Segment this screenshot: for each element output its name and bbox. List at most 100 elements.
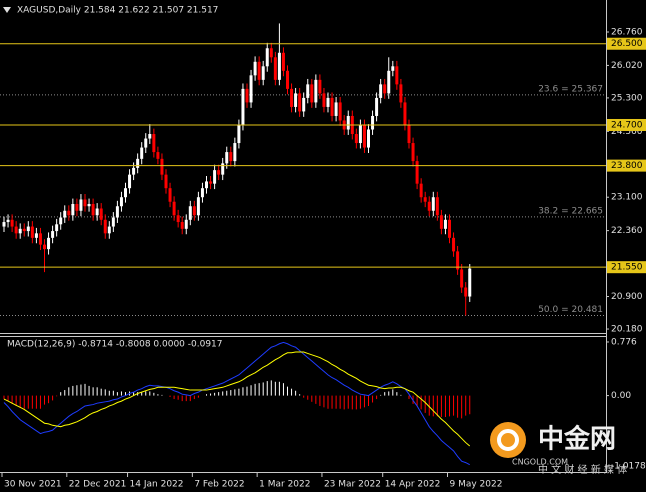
candle-body	[124, 188, 127, 198]
watermark-site: CNGOLD.COM	[512, 458, 568, 467]
candle-body	[10, 219, 14, 227]
candle-body	[71, 203, 75, 216]
candle-body	[26, 226, 30, 232]
candle-body	[286, 70, 289, 89]
candle-body	[213, 170, 217, 184]
candle-body	[452, 237, 456, 252]
candle-body	[314, 79, 318, 103]
candle-body	[330, 97, 334, 116]
candle-body	[443, 219, 447, 229]
candle-body	[18, 228, 22, 234]
candle-body	[310, 84, 314, 103]
candle-body	[241, 88, 245, 125]
watermark-slogan: 中 文 财 经 新 媒 体	[538, 463, 627, 476]
fib-label: 38.2 = 22.665	[538, 206, 603, 216]
candle-body	[265, 48, 269, 67]
candle-body	[391, 66, 395, 71]
candle-body	[233, 143, 237, 162]
y-tick-label: 23.100	[611, 193, 643, 203]
candle-body	[419, 183, 423, 198]
candle-body	[395, 66, 399, 85]
candle-body	[192, 206, 196, 216]
candle-body	[217, 170, 221, 175]
candle-body	[334, 102, 338, 116]
fib-label: 50.0 = 20.481	[538, 305, 603, 315]
candle-body	[261, 66, 265, 80]
candle-body	[184, 219, 188, 229]
candle-body	[160, 158, 164, 175]
candle-body	[379, 84, 383, 98]
candle-body	[326, 97, 330, 107]
candle-body	[38, 233, 42, 245]
candle-body	[188, 206, 192, 220]
candle-body	[99, 208, 103, 220]
candle-body	[273, 57, 277, 80]
candle-body	[103, 219, 107, 234]
x-tick-label: 7 Feb 2022	[194, 480, 244, 490]
candle-body	[91, 203, 95, 216]
candle-body	[144, 138, 148, 148]
candle-body	[75, 203, 79, 211]
candle-body	[407, 124, 411, 144]
candle-body	[152, 134, 156, 153]
watermark-brand: 中金网	[538, 424, 616, 455]
candle-body	[367, 129, 370, 148]
candle-body	[47, 237, 51, 250]
candle-body	[253, 61, 257, 76]
candle-body	[107, 226, 111, 234]
candle-body	[249, 75, 253, 103]
x-tick-label: 14 Apr 2022	[385, 480, 441, 490]
candle-body	[95, 208, 99, 216]
candle-body	[22, 228, 26, 232]
candle-body	[136, 158, 140, 168]
candle-body	[427, 201, 431, 211]
y-tick-label: 25.300	[611, 93, 643, 103]
candle-body	[200, 188, 204, 198]
candle-body	[115, 206, 119, 218]
candle-body	[132, 167, 136, 175]
x-tick-label: 22 Dec 2021	[69, 480, 127, 490]
candle-body	[156, 152, 160, 159]
level-tag	[607, 37, 646, 50]
level-tag	[607, 261, 646, 274]
candle-body	[399, 84, 403, 103]
y-tick-label: 20.180	[611, 325, 643, 335]
chart-header: XAGUSD,Daily 21.584 21.622 21.507 21.517	[17, 6, 218, 16]
candle-body	[196, 197, 200, 216]
candle-body	[55, 224, 59, 232]
signal-line	[3, 351, 471, 447]
y-tick-label: 0.00	[611, 391, 631, 401]
level-tag	[607, 159, 646, 172]
candle-body	[14, 226, 18, 234]
candle-body	[209, 181, 213, 184]
candle-body	[229, 152, 233, 162]
candle-body	[415, 161, 419, 184]
candle-body	[34, 233, 38, 238]
candle-body	[119, 197, 123, 207]
candle-body	[318, 79, 322, 94]
candle-body	[164, 174, 168, 189]
x-tick-label: 14 Jan 2022	[130, 480, 184, 490]
candle-body	[371, 115, 375, 130]
candle-body	[362, 124, 366, 148]
candle-body	[468, 268, 472, 297]
candle-body	[358, 124, 362, 144]
x-tick-label: 23 Mar 2022	[324, 480, 381, 490]
candle-body	[277, 52, 281, 80]
candle-body	[383, 84, 387, 94]
candle-body	[205, 181, 208, 189]
candle-body	[87, 203, 91, 207]
candle-body	[387, 70, 391, 94]
y-tick-label: 26.020	[611, 61, 643, 71]
candle-body	[456, 251, 460, 270]
indicator-header: MACD(12,26,9) -0.8714 -0.8008 0.0000 -0.…	[7, 340, 223, 350]
candle-body	[225, 152, 229, 164]
candle-body	[83, 199, 87, 207]
candle-body	[51, 231, 55, 238]
candle-body	[6, 219, 10, 223]
candle-body	[30, 226, 34, 238]
fib-label: 23.6 = 25.367	[538, 84, 603, 94]
candle-body	[460, 269, 464, 288]
candle-body	[172, 201, 176, 216]
